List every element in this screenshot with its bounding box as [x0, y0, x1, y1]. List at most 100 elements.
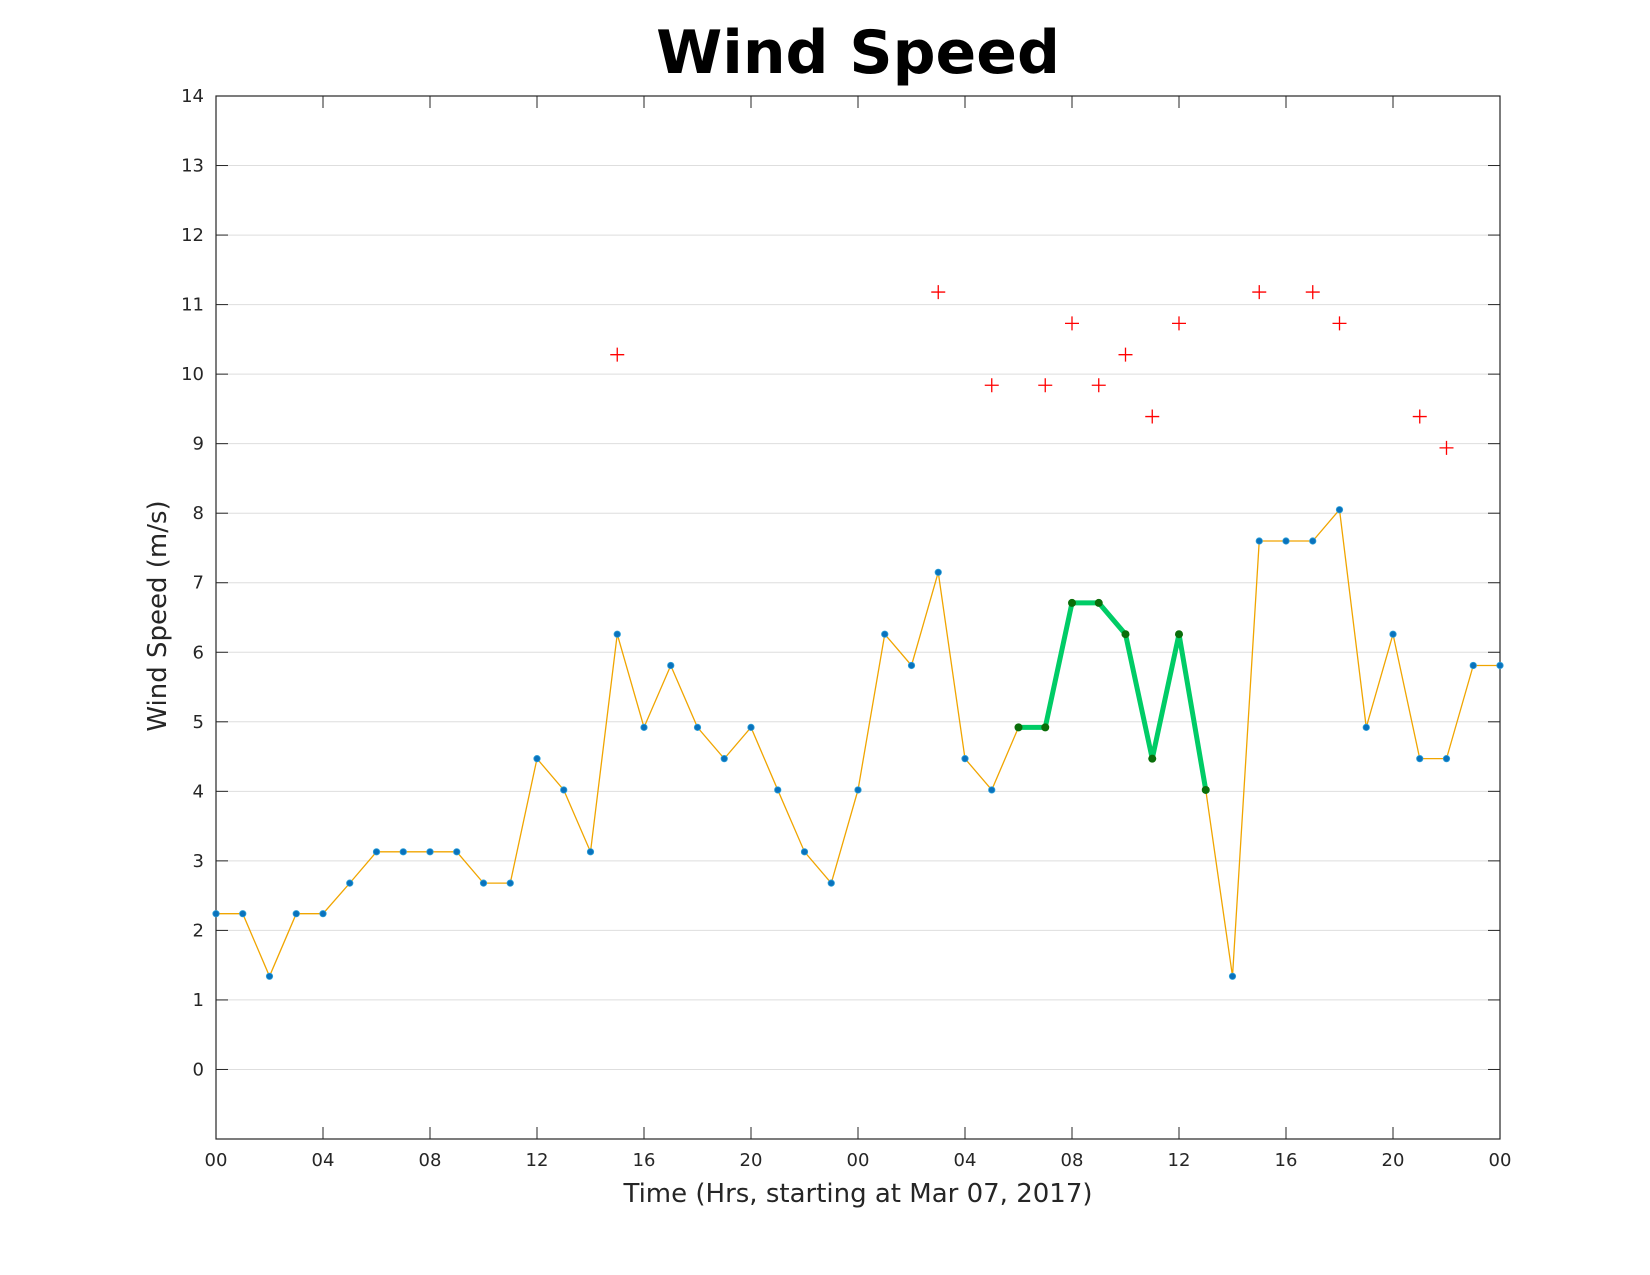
x-tick-label: 12	[1168, 1150, 1191, 1171]
y-tick-label: 10	[181, 364, 204, 385]
y-tick-label: 8	[193, 503, 204, 524]
y-tick-label: 1	[193, 990, 204, 1011]
wind-speed-point	[800, 848, 809, 856]
y-tick-label: 12	[181, 225, 204, 246]
x-tick-label: 20	[1382, 1150, 1405, 1171]
gust-marker	[1038, 378, 1053, 393]
y-tick-label: 0	[193, 1059, 204, 1080]
wind-speed-point	[693, 723, 702, 731]
y-tick-label: 14	[181, 86, 204, 107]
y-tick-label: 5	[193, 712, 204, 733]
x-axis-label: Time (Hrs, starting at Mar 07, 2017)	[622, 1179, 1092, 1209]
x-tick-label: 20	[740, 1150, 763, 1171]
wind-speed-point	[1496, 661, 1504, 670]
wind-speed-point	[854, 786, 862, 794]
plot-area-border	[215, 95, 1501, 1140]
gust-marker	[1118, 347, 1133, 362]
highlight-line	[1018, 600, 1209, 791]
wind-speed-point	[1416, 755, 1424, 763]
highlight-point	[1041, 723, 1050, 732]
x-tick-label: 16	[1275, 1150, 1298, 1171]
gust-marker	[1252, 285, 1267, 300]
wind-speed-point	[586, 848, 595, 856]
wind-speed-point	[640, 723, 648, 731]
wind-speed-point	[372, 848, 381, 856]
y-tick-label: 11	[181, 295, 204, 316]
gust-marker	[1305, 285, 1320, 300]
wind-speed-point	[1389, 630, 1397, 638]
x-tick-label: 12	[526, 1150, 549, 1171]
highlight-point	[1068, 598, 1076, 607]
highlight-point	[1121, 630, 1130, 639]
wind-speed-point	[239, 910, 247, 918]
gust-marker	[1145, 409, 1160, 424]
highlight-point	[1201, 785, 1210, 794]
x-tick-label: 04	[954, 1150, 977, 1171]
x-tick-label: 04	[312, 1150, 335, 1171]
gust-marker	[1091, 378, 1106, 393]
wind-speed-point	[1282, 537, 1290, 545]
y-tick-label: 2	[193, 920, 204, 941]
highlight-point	[1175, 630, 1183, 639]
x-tick-label: 00	[205, 1150, 228, 1171]
wind-speed-point	[1335, 506, 1344, 514]
wind-speed-point	[774, 786, 782, 794]
x-tick-label: 08	[1061, 1150, 1084, 1171]
wind-speed-point	[212, 910, 220, 918]
wind-speed-point	[292, 910, 300, 918]
gust-marker	[1439, 440, 1454, 455]
wind-speed-point	[667, 661, 675, 670]
x-tick-label: 08	[419, 1150, 442, 1171]
wind-speed-point	[426, 848, 434, 856]
wind-speed-point	[747, 723, 755, 731]
highlight-point	[1148, 754, 1157, 763]
grid-lines	[216, 95, 1500, 1070]
wind-speed-point	[1309, 537, 1317, 545]
wind-speed-point	[1255, 537, 1263, 545]
wind-speed-point	[1469, 661, 1477, 670]
x-tick-label: 00	[847, 1150, 870, 1171]
wind-speed-point	[907, 661, 916, 670]
wind-speed-point	[1442, 755, 1451, 763]
wind-speed-point	[399, 848, 407, 856]
wind-speed-point	[613, 630, 621, 638]
wind-speed-point	[506, 879, 514, 887]
wind-speed-point	[934, 568, 942, 576]
wind-speed-line	[216, 508, 1500, 978]
y-tick-label: 13	[181, 156, 204, 177]
gust-marker	[1172, 316, 1186, 331]
y-axis-label: Wind Speed (m/s)	[143, 500, 173, 731]
data-series	[212, 285, 1504, 980]
y-tick-label: 7	[193, 573, 204, 594]
wind-speed-point	[1228, 972, 1237, 980]
wind-speed-point	[1362, 723, 1370, 731]
x-tick-label: 00	[1489, 1150, 1512, 1171]
gust-marker	[610, 347, 625, 362]
gust-marker	[931, 285, 946, 300]
x-tick-label: 16	[633, 1150, 656, 1171]
wind-speed-point	[479, 879, 488, 887]
wind-speed-point	[265, 972, 274, 980]
highlight-point	[1014, 723, 1023, 732]
wind-speed-point	[961, 755, 969, 763]
axes	[215, 95, 1501, 1140]
wind-speed-point	[346, 879, 354, 887]
wind-speed-point	[319, 910, 327, 918]
y-tick-label: 6	[193, 642, 204, 663]
gust-marker	[1412, 409, 1427, 424]
wind-speed-point	[881, 630, 889, 638]
wind-speed-point	[720, 755, 728, 763]
gust-marker	[984, 378, 999, 393]
y-tick-label: 9	[193, 434, 204, 455]
y-tick-label: 4	[193, 781, 204, 802]
chart-title: Wind Speed	[656, 18, 1060, 88]
wind-speed-point	[533, 755, 541, 763]
wind-speed-point	[988, 786, 996, 794]
gust-marker	[1332, 316, 1347, 331]
wind-speed-point	[827, 879, 835, 887]
y-tick-label: 3	[193, 851, 204, 872]
highlight-point	[1094, 598, 1103, 607]
gust-marker	[1065, 316, 1079, 331]
